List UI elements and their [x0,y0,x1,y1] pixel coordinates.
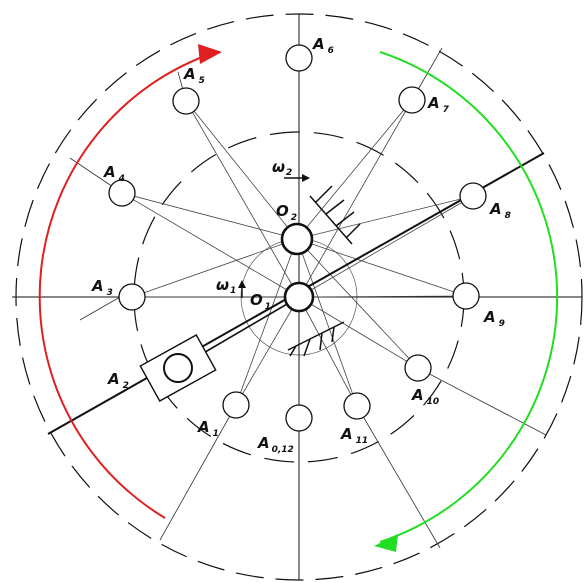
omega2-arrow [302,174,310,182]
ccw-direction-arc [38,51,217,519]
joint-a3 [118,283,146,311]
joint-a5 [172,87,200,115]
joint-a0-12 [285,404,313,432]
omega1-arrow [238,280,246,288]
joint-a2 [163,353,193,383]
joint-a11 [343,392,371,420]
joint-a9 [452,282,480,310]
label-omega1: ω1 [216,276,236,296]
label-omega2: ω2 [272,158,292,178]
joints [108,44,487,432]
joint-a10 [404,354,432,382]
pivot-o2 [280,222,314,256]
links-from-o1 [121,99,474,407]
label-a11: A 11 [340,425,368,446]
red-arrowhead [198,44,222,64]
label-a0-12: A 0,12 [257,434,294,455]
joint-a1 [222,391,250,419]
joint-a7 [398,86,426,114]
label-a10: A 10 [411,386,439,407]
support-hatching-o2 [309,185,361,245]
cw-direction-arc [379,51,559,543]
green-arrowhead [374,534,398,552]
joint-a4 [108,179,136,207]
joint-a8 [459,182,487,210]
pivot-o1 [283,281,315,313]
support-hatching-o1 [287,321,345,357]
joint-a6 [285,44,313,72]
links-from-o2 [121,99,474,407]
